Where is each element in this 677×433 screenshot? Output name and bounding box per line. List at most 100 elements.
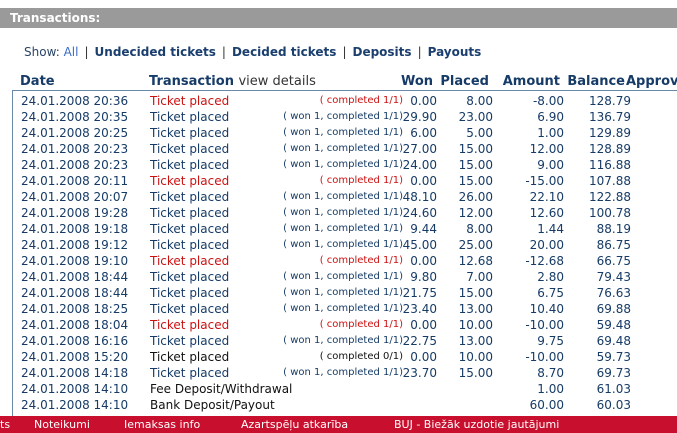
table-row: 24.01.2008 20:36 Ticket placed ( completed… <box>13 93 677 109</box>
table-row: 24.01.2008 18:04 Ticket placed ( completed… <box>13 317 677 333</box>
row-date: 24.01.2008 15:20 <box>21 350 129 364</box>
filter-undecided-link[interactable]: Undecided tickets <box>94 45 216 59</box>
row-placed: 12.00 <box>458 206 493 220</box>
row-amount: -15.00 <box>525 174 564 188</box>
row-status: ( won 1, completed 1/1) <box>283 287 403 298</box>
column-approved: Approv <box>626 74 677 89</box>
row-won: 9.80 <box>410 270 437 284</box>
row-date: 24.01.2008 19:10 <box>21 254 129 268</box>
row-amount: -10.00 <box>525 318 564 332</box>
row-won: 0.00 <box>410 318 437 332</box>
row-placed: 15.00 <box>458 142 493 156</box>
row-amount: 1.00 <box>537 382 564 396</box>
row-transaction-link[interactable]: Ticket placed <box>150 254 230 268</box>
row-transaction-link[interactable]: Bank Deposit/Payout <box>150 398 275 412</box>
row-amount: -8.00 <box>532 94 564 108</box>
row-transaction-link[interactable]: Ticket placed <box>150 142 230 156</box>
row-amount: 10.40 <box>529 302 564 316</box>
footer-nav: ts Noteikumi Iemaksas info Azartspēļu at… <box>0 416 677 433</box>
row-placed: 15.00 <box>458 366 493 380</box>
row-transaction-link[interactable]: Ticket placed <box>150 270 230 284</box>
row-balance: 128.89 <box>589 142 631 156</box>
table-row: 24.01.2008 20:11 Ticket placed ( completed… <box>13 173 677 189</box>
row-balance: 100.78 <box>589 206 631 220</box>
row-transaction-link[interactable]: Ticket placed <box>150 238 230 252</box>
row-status: ( won 1, completed 1/1) <box>283 239 403 250</box>
filter-payouts-link[interactable]: Payouts <box>427 45 482 59</box>
row-balance: 59.48 <box>596 318 631 332</box>
row-status: ( won 1, completed 1/1) <box>283 207 403 218</box>
row-status: ( won 1, completed 1/1) <box>283 143 403 154</box>
footer-link-faq[interactable]: BUJ - Biežāk uzdotie jautājumi <box>394 418 560 431</box>
row-balance: 122.88 <box>589 190 631 204</box>
filter-separator: | <box>84 45 89 59</box>
table-row: 24.01.2008 20:25 Ticket placed ( won 1, co… <box>13 125 677 141</box>
row-date: 24.01.2008 20:25 <box>21 126 129 140</box>
row-transaction-link[interactable]: Ticket placed <box>150 222 230 236</box>
row-placed: 25.00 <box>458 238 493 252</box>
row-date: 24.01.2008 20:36 <box>21 94 129 108</box>
filter-decided-link[interactable]: Decided tickets <box>231 45 337 59</box>
row-transaction-link[interactable]: Ticket placed <box>150 190 230 204</box>
row-amount: 9.75 <box>537 334 564 348</box>
row-transaction-link[interactable]: Ticket placed <box>150 126 230 140</box>
footer-link-payment-info[interactable]: Iemaksas info <box>124 418 201 431</box>
row-date: 24.01.2008 14:10 <box>21 398 129 412</box>
row-date: 24.01.2008 20:23 <box>21 142 129 156</box>
row-transaction-link[interactable]: Ticket placed <box>150 302 230 316</box>
footer-link-rules[interactable]: Noteikumi <box>34 418 90 431</box>
transactions-table: 24.01.2008 20:36 Ticket placed ( completed… <box>12 90 677 421</box>
row-transaction-link[interactable]: Ticket placed <box>150 350 230 364</box>
row-placed: 26.00 <box>458 190 493 204</box>
table-row: 24.01.2008 19:12 Ticket placed ( won 1, co… <box>13 237 677 253</box>
view-details-link[interactable]: view details <box>238 74 316 89</box>
filter-separator: | <box>221 45 226 59</box>
row-date: 24.01.2008 20:11 <box>21 174 129 188</box>
row-status: ( won 1, completed 1/1) <box>283 191 403 202</box>
row-won: 24.60 <box>402 206 437 220</box>
row-won: 27.00 <box>402 142 437 156</box>
table-row: 24.01.2008 18:25 Ticket placed ( won 1, co… <box>13 301 677 317</box>
row-placed: 15.00 <box>458 158 493 172</box>
row-status: ( won 1, completed 1/1) <box>283 223 403 234</box>
footer-link-gambling-addiction[interactable]: Azartspēļu atkarība <box>241 418 349 431</box>
row-balance: 129.89 <box>589 126 631 140</box>
row-won: 21.75 <box>402 286 437 300</box>
row-placed: 15.00 <box>458 174 493 188</box>
column-placed: Placed <box>440 74 489 89</box>
row-date: 24.01.2008 19:28 <box>21 206 129 220</box>
row-transaction-link[interactable]: Ticket placed <box>150 286 230 300</box>
row-transaction-link[interactable]: Fee Deposit/Withdrawal <box>150 382 293 396</box>
row-amount: 6.90 <box>537 110 564 124</box>
row-transaction-link[interactable]: Ticket placed <box>150 334 230 348</box>
filter-deposits-link[interactable]: Deposits <box>352 45 412 59</box>
row-date: 24.01.2008 18:25 <box>21 302 129 316</box>
column-balance: Balance <box>567 74 625 89</box>
row-transaction-link[interactable]: Ticket placed <box>150 158 230 172</box>
row-transaction-link[interactable]: Ticket placed <box>150 318 230 332</box>
table-row: 24.01.2008 20:07 Ticket placed ( won 1, co… <box>13 189 677 205</box>
row-balance: 86.75 <box>596 238 631 252</box>
row-date: 24.01.2008 18:44 <box>21 286 129 300</box>
row-status: ( won 1, completed 1/1) <box>283 335 403 346</box>
filter-bar: Show: All | Undecided tickets | Decided tick… <box>24 45 481 59</box>
row-won: 0.00 <box>410 350 437 364</box>
footer-link[interactable]: ts <box>0 418 11 431</box>
row-status: ( completed 1/1) <box>319 319 403 330</box>
row-placed: 13.00 <box>458 302 493 316</box>
row-amount: 20.00 <box>529 238 564 252</box>
row-transaction-link[interactable]: Ticket placed <box>150 94 230 108</box>
row-transaction-link[interactable]: Ticket placed <box>150 110 230 124</box>
table-row: 24.01.2008 19:18 Ticket placed ( won 1, co… <box>13 221 677 237</box>
row-transaction-link[interactable]: Ticket placed <box>150 366 230 380</box>
row-transaction-link[interactable]: Ticket placed <box>150 206 230 220</box>
table-row: 24.01.2008 18:44 Ticket placed ( won 1, co… <box>13 285 677 301</box>
row-amount: 1.44 <box>537 222 564 236</box>
row-won: 29.90 <box>402 110 437 124</box>
row-status: ( won 1, completed 1/1) <box>283 159 403 170</box>
row-transaction-link[interactable]: Ticket placed <box>150 174 230 188</box>
filter-all-link[interactable]: All <box>63 45 79 59</box>
table-header: Date Transaction view details Won Placed… <box>0 74 677 90</box>
table-row: 24.01.2008 16:16 Ticket placed ( won 1, co… <box>13 333 677 349</box>
section-title: Transactions: <box>0 8 677 28</box>
